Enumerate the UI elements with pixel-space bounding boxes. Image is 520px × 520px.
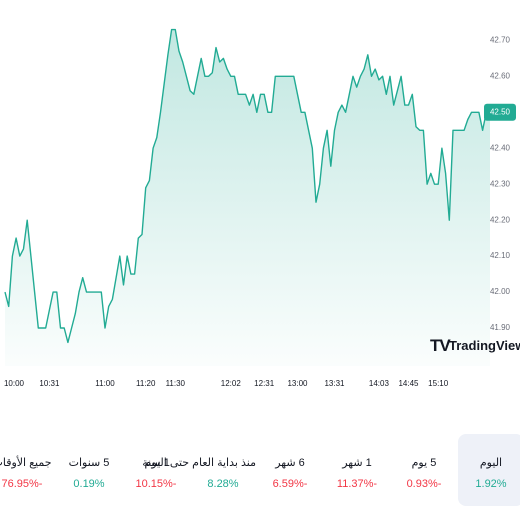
last-price-badge: 42.50 [484,103,516,121]
period-change-value: 8.28% [207,478,239,490]
x-tick-label: 13:31 [324,379,345,388]
period-label: اليوم [479,457,503,469]
y-tick-label: 42.40 [490,143,511,152]
x-tick-label: 14:45 [398,379,419,388]
period-change-value: 11.37%- [336,478,378,490]
y-tick-label: 42.30 [490,179,511,188]
y-tick-label: 42.00 [490,287,511,296]
period-label: 1 سنة [142,457,170,469]
price-line [4,28,490,344]
x-tick-label: 11:30 [166,379,186,388]
x-tick-label: 14:03 [369,379,390,388]
period-label: جميع الأوقات [0,457,52,469]
period-tab[interactable]: 6 شهر 6.59%- [257,434,323,506]
period-label: منذ بداية العام حتى اليوم [144,457,256,469]
period-label: 5 سنوات [68,457,110,469]
x-tick-label: 12:02 [221,379,242,388]
y-tick-label: 42.60 [490,71,511,80]
period-tab[interactable]: اليوم 1.92% [458,434,520,506]
y-tick-label: 42.10 [490,251,511,260]
price-area-fill [5,29,490,366]
period-label: 6 شهر [275,457,305,469]
last-price-label: 42.50 [490,107,511,116]
period-tab[interactable]: منذ بداية العام حتى اليوم 8.28% [144,434,256,506]
period-change-value: 10.15%- [135,478,177,490]
period-tab[interactable]: 5 يوم 0.93%- [391,434,457,506]
period-label: 1 شهر [342,457,372,469]
period-tab[interactable]: 1 شهر 11.37%- [324,434,390,506]
period-tab[interactable]: 1 سنة 10.15%- [123,434,189,506]
y-tick-label: 41.90 [490,323,511,332]
y-tick-label: 42.20 [490,215,511,224]
x-tick-label: 11:20 [136,379,156,388]
tradingview-watermark: TV TradingView [430,336,520,355]
period-label: 5 يوم [411,457,437,469]
x-tick-label: 15:10 [428,379,449,388]
period-change-value: 0.93%- [406,478,442,490]
x-tick-label: 10:31 [39,379,60,388]
period-change-value: 76.95%- [1,478,43,490]
period-change-value: 6.59%- [272,478,308,490]
tradingview-wordmark: TradingView [449,338,520,353]
period-tab[interactable]: 5 سنوات 0.19% [56,434,122,506]
period-change-value: 0.19% [73,478,105,490]
price-chart[interactable]: 42.70 42.60 42.40 42.30 42.20 42.10 42.00 41.90… [0,0,520,400]
x-tick-label: 10:00 [4,379,25,388]
y-tick-label: 42.70 [490,36,511,45]
x-tick-label: 13:00 [287,379,308,388]
tradingview-logo: TV [430,336,451,355]
x-tick-label: 11:00 [95,379,115,388]
period-tab[interactable]: جميع الأوقات 76.95%- [0,434,55,506]
x-tick-label: 12:31 [254,379,275,388]
period-change-value: 1.92% [475,478,507,490]
